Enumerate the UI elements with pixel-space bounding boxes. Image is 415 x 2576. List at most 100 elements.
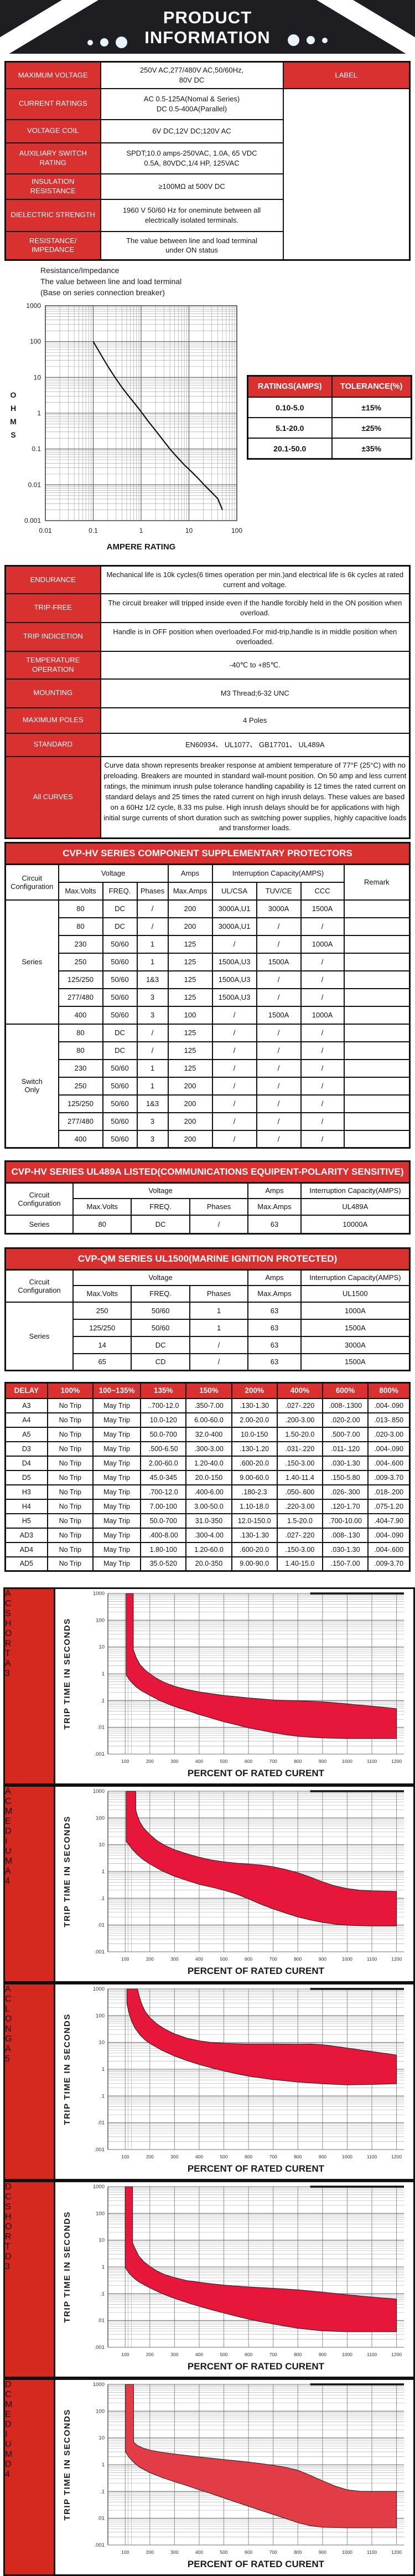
sidebar-code-letter: D — [5, 2460, 12, 2469]
spec-value: 1960 V 50/60 Hz for oneminute between al… — [100, 198, 284, 232]
x-tick-label: 1200 — [391, 2549, 402, 2555]
table-cell: 1.50-20.0 — [276, 1426, 324, 1442]
spec-value: AC 0.5-125A(Nomal & Series) DC 0.5-400A(… — [100, 88, 284, 120]
table-row: D5 No Trip May Trip 45.0-345 20.0-150 9.00-60… — [4, 1469, 411, 1485]
table-cell: 6.00-60.0 — [185, 1412, 232, 1428]
table-cell: D5 — [4, 1469, 48, 1485]
remark-cell — [343, 1112, 411, 1131]
table-row: 5.1-20.0 ±25% — [247, 417, 412, 439]
table-row: 250 50/60 1 200// / — [6, 1076, 411, 1096]
table-cell: 20.1-50.0 — [247, 438, 333, 460]
column-header: 600% — [322, 1382, 369, 1399]
y-tick-label: 0.001 — [24, 517, 41, 525]
table-cell: / — [211, 1058, 257, 1078]
table-cell: 250 — [58, 1076, 103, 1096]
remark-header: Remark — [343, 863, 411, 901]
protectors-table: Circuit Configuration Voltage Amps Interrup… — [4, 863, 411, 1149]
corner-header: Circuit Configuration — [4, 1269, 74, 1303]
table-cell: No Trip — [46, 1426, 94, 1442]
table-row: INSULATION RESISTANCE ≥100MΩ at 500V DC — [4, 173, 410, 200]
table-cell: .130-1.30 — [231, 1397, 278, 1413]
table-cell: .300-4.00 — [185, 1527, 232, 1543]
table-cell: / — [300, 970, 345, 989]
x-tick-label: 300 — [170, 2154, 178, 2159]
resistance-note-line: (Base on series connection breaker) — [40, 288, 165, 297]
amps-group-header: Amps — [167, 863, 213, 883]
table-cell: 9.00-90.0 — [231, 1556, 278, 1572]
y-tick-label: 100 — [96, 2210, 105, 2217]
table-cell: 125 — [167, 934, 213, 954]
sidebar-code-letter: 4 — [5, 2470, 10, 2479]
x-tick-label: 800 — [294, 2352, 302, 2357]
table-cell: 14 — [72, 1335, 132, 1354]
column-header: Max.Volts — [72, 1284, 132, 1303]
spec-table: MAXIMUM VOLTAGE 250V AC,277/480V AC,50/60… — [4, 61, 411, 261]
table-cell: 1 — [136, 1076, 169, 1096]
table-cell: .180-2.3 — [231, 1484, 278, 1500]
table-cell: AD4 — [4, 1541, 48, 1557]
table-row: H5 No Trip May Trip 50.0-700 31.0-350 12.0-15… — [4, 1513, 411, 1529]
spec-label: ENDURANCE — [4, 565, 101, 594]
table-cell: / — [300, 1023, 345, 1042]
column-header: 200% — [231, 1382, 278, 1399]
spec-label: DIELECTRIC STRENGTH — [4, 198, 101, 232]
hv-protectors-table: CVP-HV SERIES COMPONENT SUPPLEMENTARY PR… — [4, 842, 411, 1149]
table-header-row: Circuit Configuration Voltage Amps Interrup… — [4, 1182, 411, 1216]
table-cell: 50/60 — [131, 1318, 190, 1337]
spec-label: AUXILIARY SWITCH RATING — [4, 142, 101, 174]
table-cell: .027-.220 — [276, 1527, 324, 1543]
x-tick-label: 1000 — [342, 2154, 352, 2159]
sidebar-letter: M — [5, 1857, 13, 1866]
table-row: ENDURANCE Mechanical life is 10k cycles(6… — [4, 565, 411, 594]
header-banner: PRODUCT INFORMATION — [0, 0, 415, 54]
table-cell: .600-20.0 — [231, 1455, 278, 1471]
table-row: 400 50/60 3 100/1500A 1000A — [6, 1005, 411, 1025]
remark-cell — [343, 1076, 411, 1096]
spec-value: Handle is in OFF position when overloade… — [100, 621, 411, 652]
table-cell: D4 — [4, 1455, 48, 1471]
trip-chart-block: A C M E D I U M A 4 1000 100 10 1.1.01.001 100 200 300 40… — [3, 1785, 415, 1983]
remark-cell — [343, 970, 411, 989]
table-row: H3 No Trip May Trip .700-12.0.400-6.00.180-… — [4, 1484, 411, 1500]
y-axis-title: H — [11, 404, 16, 413]
table-cell: May Trip — [92, 1426, 142, 1442]
delay-table-grid: DELAY 100% 100~135% 135% 150% 200% 400% 600% 800… — [4, 1382, 411, 1572]
table-cell: 200 — [167, 1094, 213, 1113]
resistance-note: Resistance/Impedance The value between l… — [40, 265, 181, 298]
chart-area: 1000 100 10 1 .1 .01 .001 100 200 300 400 500 600 700… — [55, 2380, 413, 2574]
resistance-note-line: Resistance/Impedance — [40, 266, 120, 275]
table-cell: / — [300, 952, 345, 971]
resistance-curve — [92, 341, 224, 510]
spec-label: TEMPERATURE OPERATION — [4, 650, 101, 680]
y-tick-label: 1 — [102, 2066, 105, 2073]
capacity-standard-header: UL1500 — [300, 1284, 411, 1303]
table-row: 277/480 50/60 3 200// / — [6, 1112, 411, 1131]
table-cell: 10000A — [300, 1214, 411, 1235]
table-cell: .200-3.00 — [276, 1412, 324, 1428]
x-axis-title: PERCENT OF RATED CURENT — [188, 1966, 325, 1976]
table-row: A3 No Trip May Trip ..700-12.0.350-7.00.130… — [4, 1397, 411, 1413]
x-tick-label: 300 — [170, 1759, 178, 1764]
sidebar-letter: D — [5, 2182, 12, 2192]
table-cell: 3000A — [256, 899, 302, 918]
x-tick-label: 200 — [146, 2352, 154, 2357]
table-cell: 200 — [167, 917, 213, 936]
x-tick-label: 1100 — [367, 2549, 377, 2555]
table-cell: AD5 — [4, 1556, 48, 1572]
sidebar-letter: L — [5, 2004, 10, 2014]
column-header: 400% — [276, 1382, 324, 1399]
group-name-cell: Series — [4, 899, 59, 1025]
table-cell: H5 — [4, 1513, 48, 1529]
ul489a-table: CVP-HV SERIES UL489A LISTED(COMMUNICATIO… — [4, 1160, 411, 1235]
table-cell: 3000A,U1 — [211, 917, 257, 936]
table-cell: ..700-12.0 — [140, 1397, 187, 1413]
table-title: CVP-HV SERIES COMPONENT SUPPLEMENTARY PR… — [4, 842, 411, 863]
table-cell: No Trip — [46, 1498, 94, 1514]
remark-cell — [343, 1041, 411, 1060]
table-cell: 250 — [58, 952, 103, 971]
table-row: All CURVES Curve data shown represents br… — [4, 755, 411, 839]
table-row: MAXIMUM VOLTAGE 250V AC,277/480V AC,50/60… — [4, 61, 411, 89]
x-tick-label: 400 — [195, 2549, 203, 2555]
